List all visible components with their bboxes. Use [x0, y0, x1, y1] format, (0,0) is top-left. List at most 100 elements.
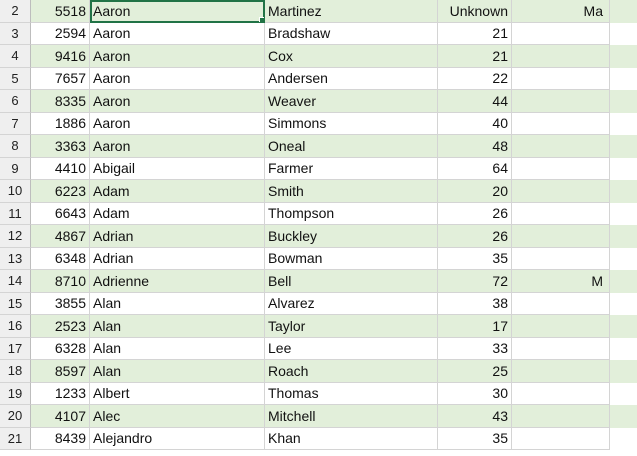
id-cell[interactable]: 5518: [31, 0, 90, 23]
first-name-cell[interactable]: Alejandro: [90, 427, 265, 450]
last-name-cell[interactable]: Lee: [265, 337, 438, 360]
last-name-cell[interactable]: Thompson: [265, 202, 438, 225]
first-name-cell[interactable]: Aaron: [90, 45, 265, 68]
age-cell[interactable]: 25: [438, 360, 512, 383]
gender-cell[interactable]: [512, 382, 610, 405]
first-name-cell[interactable]: Albert: [90, 382, 265, 405]
id-cell[interactable]: 6348: [31, 247, 90, 270]
first-name-cell[interactable]: Aaron: [90, 22, 265, 45]
id-cell[interactable]: 8439: [31, 427, 90, 450]
gender-cell[interactable]: [512, 225, 610, 248]
row-header[interactable]: 19: [0, 382, 31, 405]
last-name-cell[interactable]: Andersen: [265, 67, 438, 90]
last-name-cell[interactable]: Bowman: [265, 247, 438, 270]
age-cell[interactable]: 17: [438, 315, 512, 338]
last-name-cell[interactable]: Bradshaw: [265, 22, 438, 45]
gender-cell[interactable]: [512, 337, 610, 360]
gender-cell[interactable]: [512, 427, 610, 450]
last-name-cell[interactable]: Farmer: [265, 157, 438, 180]
age-cell[interactable]: 72: [438, 270, 512, 293]
gender-cell[interactable]: [512, 135, 610, 158]
row-header[interactable]: 21: [0, 427, 31, 450]
id-cell[interactable]: 3855: [31, 292, 90, 315]
id-cell[interactable]: 7657: [31, 67, 90, 90]
age-cell[interactable]: 26: [438, 202, 512, 225]
first-name-cell[interactable]: Alan: [90, 315, 265, 338]
age-cell[interactable]: 48: [438, 135, 512, 158]
age-cell[interactable]: 20: [438, 180, 512, 203]
id-cell[interactable]: 8335: [31, 90, 90, 113]
row-header[interactable]: 4: [0, 45, 31, 68]
gender-cell[interactable]: [512, 180, 610, 203]
id-cell[interactable]: 8710: [31, 270, 90, 293]
last-name-cell[interactable]: Cox: [265, 45, 438, 68]
age-cell[interactable]: 64: [438, 157, 512, 180]
id-cell[interactable]: 6328: [31, 337, 90, 360]
id-cell[interactable]: 1886: [31, 112, 90, 135]
last-name-cell[interactable]: Simmons: [265, 112, 438, 135]
last-name-cell[interactable]: Thomas: [265, 382, 438, 405]
fill-handle[interactable]: [259, 16, 264, 22]
first-name-cell[interactable]: Adrian: [90, 247, 265, 270]
last-name-cell[interactable]: Taylor: [265, 315, 438, 338]
last-name-cell[interactable]: Smith: [265, 180, 438, 203]
row-header[interactable]: 15: [0, 292, 31, 315]
last-name-cell[interactable]: Martinez: [265, 0, 438, 23]
id-cell[interactable]: 8597: [31, 360, 90, 383]
row-header[interactable]: 12: [0, 225, 31, 248]
last-name-cell[interactable]: Weaver: [265, 90, 438, 113]
age-cell[interactable]: 35: [438, 427, 512, 450]
row-header[interactable]: 17: [0, 337, 31, 360]
id-cell[interactable]: 1233: [31, 382, 90, 405]
age-cell[interactable]: 43: [438, 405, 512, 428]
row-header[interactable]: 10: [0, 180, 31, 203]
gender-cell[interactable]: [512, 247, 610, 270]
gender-cell[interactable]: [512, 112, 610, 135]
first-name-cell[interactable]: Alan: [90, 292, 265, 315]
row-header[interactable]: 16: [0, 315, 31, 338]
id-cell[interactable]: 4107: [31, 405, 90, 428]
last-name-cell[interactable]: Khan: [265, 427, 438, 450]
row-header[interactable]: 3: [0, 22, 31, 45]
id-cell[interactable]: 3363: [31, 135, 90, 158]
gender-cell[interactable]: Ma: [512, 0, 610, 23]
first-name-cell[interactable]: Adam: [90, 180, 265, 203]
id-cell[interactable]: 4867: [31, 225, 90, 248]
age-cell[interactable]: 22: [438, 67, 512, 90]
gender-cell[interactable]: [512, 315, 610, 338]
row-header[interactable]: 11: [0, 202, 31, 225]
gender-cell[interactable]: [512, 90, 610, 113]
age-cell[interactable]: 38: [438, 292, 512, 315]
first-name-cell[interactable]: Alan: [90, 360, 265, 383]
first-name-cell[interactable]: Abigail: [90, 157, 265, 180]
last-name-cell[interactable]: Bell: [265, 270, 438, 293]
row-header[interactable]: 14: [0, 270, 31, 293]
id-cell[interactable]: 6223: [31, 180, 90, 203]
age-cell[interactable]: 26: [438, 225, 512, 248]
row-header[interactable]: 9: [0, 157, 31, 180]
first-name-cell[interactable]: Adam: [90, 202, 265, 225]
age-cell[interactable]: 21: [438, 45, 512, 68]
age-cell[interactable]: 44: [438, 90, 512, 113]
gender-cell[interactable]: M: [512, 270, 610, 293]
id-cell[interactable]: 9416: [31, 45, 90, 68]
age-cell[interactable]: Unknown: [438, 0, 512, 23]
row-header[interactable]: 7: [0, 112, 31, 135]
age-cell[interactable]: 21: [438, 22, 512, 45]
row-header[interactable]: 5: [0, 67, 31, 90]
row-header[interactable]: 20: [0, 405, 31, 428]
gender-cell[interactable]: [512, 157, 610, 180]
first-name-cell[interactable]: Aaron: [90, 112, 265, 135]
first-name-cell[interactable]: Adrian: [90, 225, 265, 248]
gender-cell[interactable]: [512, 202, 610, 225]
row-header[interactable]: 18: [0, 360, 31, 383]
first-name-cell[interactable]: Aaron: [90, 0, 265, 23]
age-cell[interactable]: 35: [438, 247, 512, 270]
last-name-cell[interactable]: Buckley: [265, 225, 438, 248]
gender-cell[interactable]: [512, 292, 610, 315]
row-header[interactable]: 13: [0, 247, 31, 270]
age-cell[interactable]: 40: [438, 112, 512, 135]
gender-cell[interactable]: [512, 22, 610, 45]
last-name-cell[interactable]: Alvarez: [265, 292, 438, 315]
